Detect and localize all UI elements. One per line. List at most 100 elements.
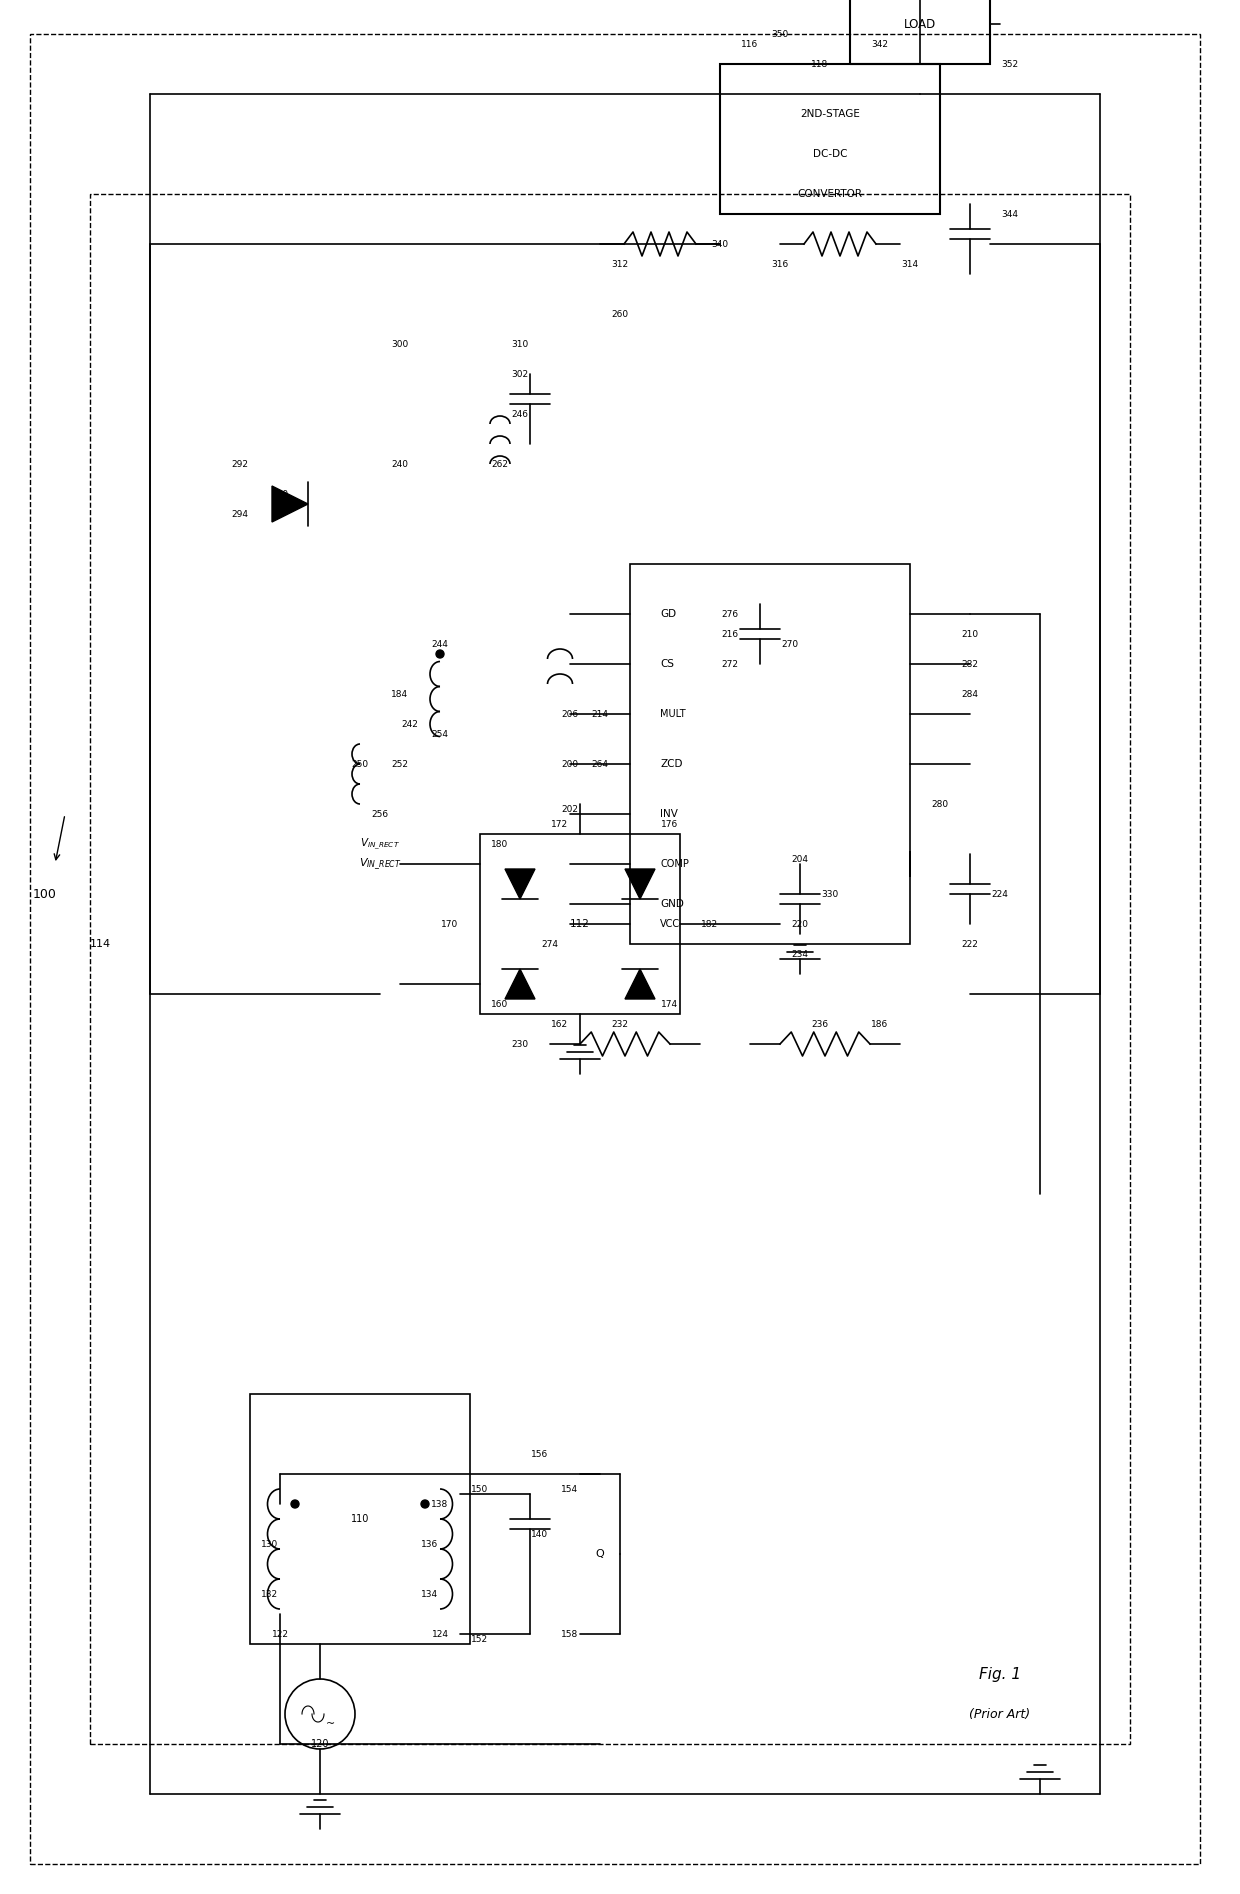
Text: 316: 316 <box>771 259 789 269</box>
Text: 124: 124 <box>432 1629 449 1638</box>
Polygon shape <box>272 487 308 523</box>
Text: 300: 300 <box>392 339 409 348</box>
Text: 122: 122 <box>272 1629 289 1638</box>
Polygon shape <box>625 970 655 998</box>
Bar <box>630 564 910 943</box>
Bar <box>720 64 940 214</box>
Text: 134: 134 <box>422 1589 439 1599</box>
Text: 200: 200 <box>562 759 579 769</box>
Text: GD: GD <box>660 610 676 619</box>
Text: 224: 224 <box>992 890 1008 898</box>
Text: 254: 254 <box>432 729 449 739</box>
Text: LOAD: LOAD <box>904 17 936 30</box>
Text: 202: 202 <box>562 805 579 814</box>
Text: 264: 264 <box>591 759 609 769</box>
Text: 350: 350 <box>771 30 789 38</box>
Text: 302: 302 <box>511 369 528 379</box>
Text: 292: 292 <box>232 460 248 468</box>
Text: 210: 210 <box>961 629 978 638</box>
Text: 232: 232 <box>611 1019 629 1028</box>
Text: 138: 138 <box>432 1500 449 1508</box>
Text: 182: 182 <box>702 919 718 928</box>
Text: $V_{IN\_RECT}$: $V_{IN\_RECT}$ <box>360 837 401 852</box>
Text: 310: 310 <box>511 339 528 348</box>
Text: 136: 136 <box>422 1540 439 1549</box>
Text: 186: 186 <box>872 1019 889 1028</box>
Text: 290: 290 <box>272 489 289 498</box>
Text: 236: 236 <box>811 1019 828 1028</box>
Text: 184: 184 <box>392 689 408 699</box>
Text: 252: 252 <box>392 759 408 769</box>
Text: 234: 234 <box>791 949 808 958</box>
Text: 314: 314 <box>901 259 919 269</box>
Text: 342: 342 <box>872 40 889 49</box>
Circle shape <box>436 650 444 657</box>
Text: 270: 270 <box>781 640 799 648</box>
Text: 242: 242 <box>402 720 418 729</box>
Text: 152: 152 <box>471 1635 489 1644</box>
Text: 222: 222 <box>961 939 978 949</box>
Text: Fig. 1: Fig. 1 <box>978 1667 1021 1682</box>
Text: 158: 158 <box>562 1629 579 1638</box>
Text: 116: 116 <box>742 40 759 49</box>
Text: 120: 120 <box>311 1739 330 1748</box>
Text: 240: 240 <box>392 460 408 468</box>
Text: 344: 344 <box>1002 210 1018 218</box>
Text: 330: 330 <box>821 890 838 898</box>
Bar <box>849 0 990 64</box>
Text: 154: 154 <box>562 1485 579 1494</box>
Text: ZCD: ZCD <box>660 759 682 769</box>
Text: $V_{IN\_RECT}$: $V_{IN\_RECT}$ <box>358 856 402 871</box>
Text: 260: 260 <box>611 309 629 318</box>
Circle shape <box>422 1500 429 1508</box>
Text: COMP: COMP <box>660 860 689 869</box>
Bar <box>480 833 680 1013</box>
Text: CONVERTOR: CONVERTOR <box>797 189 863 199</box>
Text: 206: 206 <box>562 710 579 718</box>
Text: 276: 276 <box>722 610 739 619</box>
Text: 274: 274 <box>542 939 558 949</box>
Text: 294: 294 <box>232 509 248 519</box>
Text: 256: 256 <box>372 809 388 818</box>
Text: 160: 160 <box>491 1000 508 1008</box>
Text: MULT: MULT <box>660 708 686 720</box>
Text: CS: CS <box>660 659 675 669</box>
Text: 250: 250 <box>351 759 368 769</box>
Text: 214: 214 <box>591 710 609 718</box>
Text: 262: 262 <box>491 460 508 468</box>
Text: 172: 172 <box>552 820 569 828</box>
Text: 340: 340 <box>712 239 729 248</box>
Text: ~: ~ <box>325 1720 335 1729</box>
Text: 216: 216 <box>722 629 739 638</box>
Text: 140: 140 <box>532 1530 548 1538</box>
Text: 118: 118 <box>811 59 828 68</box>
Text: 280: 280 <box>931 799 949 809</box>
Text: 312: 312 <box>611 259 629 269</box>
Polygon shape <box>505 869 534 900</box>
Text: 114: 114 <box>89 939 110 949</box>
Text: 284: 284 <box>961 689 978 699</box>
Text: 130: 130 <box>262 1540 279 1549</box>
Text: 100: 100 <box>33 888 57 900</box>
Text: 156: 156 <box>532 1449 548 1458</box>
Text: 110: 110 <box>351 1513 370 1525</box>
Text: 246: 246 <box>512 409 528 419</box>
Text: DC-DC: DC-DC <box>812 150 847 159</box>
Text: (Prior Art): (Prior Art) <box>970 1708 1030 1720</box>
Circle shape <box>291 1500 299 1508</box>
Text: 170: 170 <box>441 919 459 928</box>
Bar <box>250 1394 470 1644</box>
Text: 244: 244 <box>432 640 449 648</box>
Text: Q: Q <box>595 1549 604 1559</box>
Text: VCC: VCC <box>660 919 680 928</box>
Polygon shape <box>505 970 534 998</box>
Text: 180: 180 <box>491 839 508 849</box>
Text: 204: 204 <box>791 854 808 864</box>
Polygon shape <box>625 869 655 900</box>
Text: 230: 230 <box>511 1040 528 1049</box>
Text: 176: 176 <box>661 820 678 828</box>
Text: 220: 220 <box>791 919 808 928</box>
Text: 174: 174 <box>661 1000 678 1008</box>
Text: 272: 272 <box>722 659 739 669</box>
Text: INV: INV <box>660 809 678 818</box>
